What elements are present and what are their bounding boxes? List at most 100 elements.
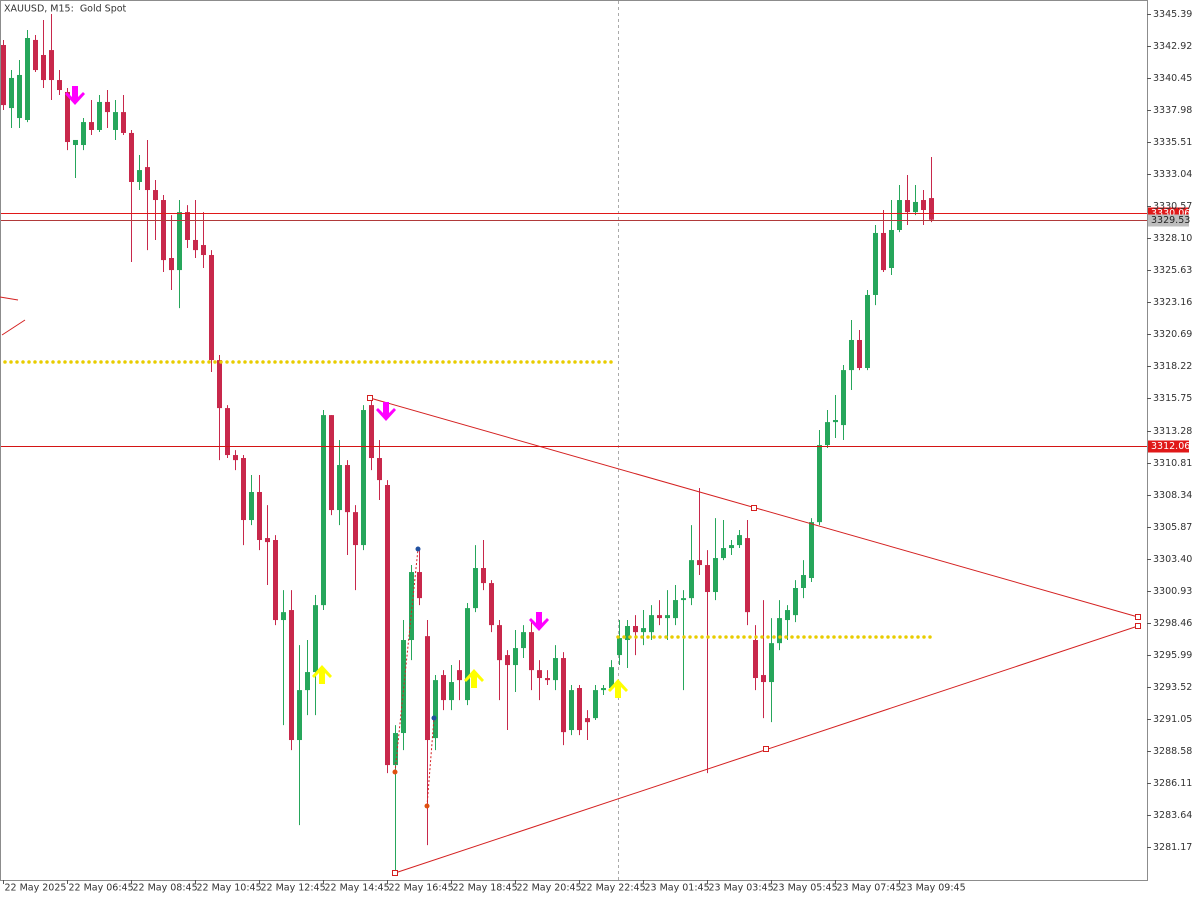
candle-body (681, 598, 686, 601)
candle-body (217, 360, 222, 409)
trade-marker (431, 715, 437, 721)
y-tick-label: 3337.98 (1153, 105, 1192, 116)
y-tick-label: 3293.52 (1153, 682, 1192, 693)
y-tick-label: 3318.22 (1153, 361, 1192, 372)
x-tick-label: 22 May 2025 (5, 883, 67, 894)
x-tick-label: 22 May 14:45 (325, 883, 390, 894)
candle-body (481, 568, 486, 584)
trade-marker (415, 546, 421, 552)
y-tick-label: 3288.58 (1153, 746, 1192, 757)
candle-body (185, 212, 190, 240)
y-tick-label: 3342.92 (1153, 41, 1192, 52)
trend-fragment (0, 296, 19, 301)
candle-body (281, 612, 286, 621)
x-tick-label: 22 May 18:45 (453, 883, 518, 894)
candle-body (593, 690, 598, 719)
candle-body (881, 232, 886, 271)
axes: 3345.39 3342.92 3340.45 3337.98 3335.51 3333.… (3, 9, 1192, 894)
candle-body (529, 632, 534, 671)
candle-body (25, 38, 30, 120)
candle-body (873, 232, 878, 295)
candle-body (633, 626, 638, 633)
candle-body (513, 648, 518, 666)
candle-body (313, 605, 318, 673)
candle-body (657, 615, 662, 619)
candle-body (809, 522, 814, 579)
candle-body (913, 201, 918, 213)
y-tick-label: 3320.69 (1153, 329, 1192, 340)
trend-anchor (367, 395, 373, 401)
trade-marker (424, 803, 430, 809)
candle-body (769, 643, 774, 683)
candle-body (425, 636, 430, 741)
trend-anchor (763, 746, 769, 752)
y-tick-label: 3315.75 (1153, 393, 1192, 404)
y-tick-label: 3335.51 (1153, 137, 1192, 148)
y-tick-label: 3286.11 (1153, 778, 1192, 789)
candle-body (89, 122, 94, 130)
candle-body (433, 680, 438, 739)
candle-body (137, 170, 142, 182)
y-tick-label: 3300.93 (1153, 586, 1192, 597)
candle-body (833, 420, 838, 423)
candle-body (505, 655, 510, 666)
price-level-label: 3330.06 (1151, 208, 1190, 219)
y-tick-label: 3295.99 (1153, 650, 1192, 661)
candle-body (889, 229, 894, 268)
candle-body (353, 512, 358, 546)
annotations (0, 86, 1141, 876)
candles (1, 14, 934, 874)
x-tick-label: 22 May 12:45 (261, 883, 326, 894)
chart-title: XAUUSD, M15: Gold Spot (4, 4, 127, 15)
candle-body (105, 101, 110, 113)
candle-body (473, 568, 478, 609)
y-tick-label: 3340.45 (1153, 73, 1192, 84)
y-tick-label: 3310.81 (1153, 458, 1192, 469)
candle-body (721, 548, 726, 559)
candle-body (377, 458, 382, 481)
y-tick-label: 3345.39 (1153, 9, 1192, 20)
candle-body (521, 632, 526, 649)
candle-body (465, 608, 470, 701)
candle-body (193, 239, 198, 251)
candle-body (289, 610, 294, 741)
candle-body (409, 572, 414, 641)
candle-body (665, 615, 670, 619)
candle-body (849, 339, 854, 371)
trend-fragment (1, 319, 26, 336)
x-tick-label: 22 May 08:45 (133, 883, 198, 894)
candle-body (817, 445, 822, 523)
candle-body (113, 112, 118, 130)
candle-body (649, 615, 654, 633)
candle-body (249, 492, 254, 521)
candle-body (1, 45, 6, 106)
candle-body (625, 626, 630, 641)
candle-body (761, 675, 766, 683)
candle-body (689, 560, 694, 599)
candle-body (601, 688, 606, 691)
candle-body (489, 583, 494, 626)
candle-body (233, 455, 238, 461)
candle-body (737, 535, 742, 546)
y-tick-label: 3305.87 (1153, 522, 1192, 533)
candle-body (857, 339, 862, 369)
x-tick-label: 23 May 01:45 (645, 883, 710, 894)
candle-body (537, 670, 542, 679)
candle-body (369, 405, 374, 459)
y-tick-label: 3308.34 (1153, 490, 1192, 501)
candle-body (897, 200, 902, 230)
price-level-label: 3312.06 (1151, 441, 1190, 452)
trade-link (394, 548, 419, 773)
candle-body (153, 190, 158, 201)
y-tick-label: 3298.46 (1153, 618, 1192, 629)
candle-body (161, 200, 166, 261)
x-tick-label: 23 May 09:45 (901, 883, 966, 894)
candle-body (265, 538, 270, 543)
price-level-label: 3329.53 (1151, 215, 1190, 226)
candle-body (929, 198, 934, 220)
candle-body (33, 39, 38, 71)
candle-body (57, 80, 62, 91)
candle-body (177, 212, 182, 271)
candle-body (545, 678, 550, 681)
